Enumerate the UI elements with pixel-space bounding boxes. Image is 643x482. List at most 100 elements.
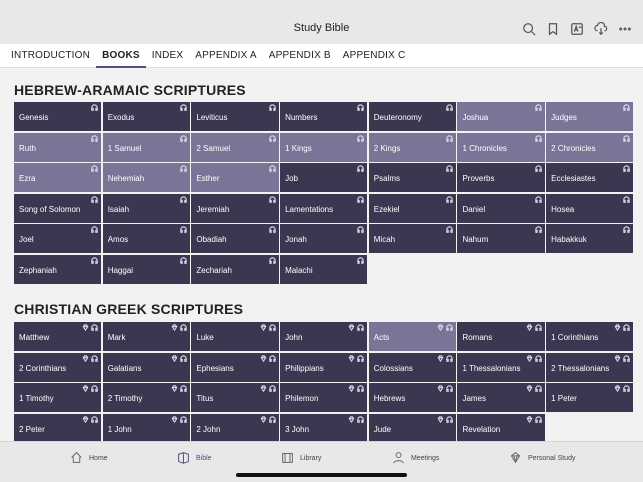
bookmark-icon[interactable]: [545, 21, 561, 37]
book-tile-micah[interactable]: Micah: [368, 224, 456, 253]
book-tile-matthew[interactable]: Matthew: [14, 322, 102, 351]
tab-appendix-c[interactable]: APPENDIX C: [342, 50, 406, 61]
book-tile-1-corinthians[interactable]: 1 Corinthians: [546, 322, 634, 351]
book-name: 1 Corinthians: [551, 333, 599, 342]
book-tile-esther[interactable]: Esther: [191, 163, 279, 192]
book-name: Job: [285, 174, 298, 183]
library-icon: [281, 451, 294, 466]
book-tile-1-chronicles[interactable]: 1 Chronicles: [457, 132, 545, 162]
book-tile-malachi[interactable]: Malachi: [280, 254, 368, 284]
book-tile-job[interactable]: Job: [280, 163, 368, 192]
book-tile-acts[interactable]: Acts: [368, 322, 456, 351]
book-tile-proverbs[interactable]: Proverbs: [457, 163, 545, 192]
audio-headphones-icon: [446, 134, 453, 144]
book-tile-2-thessalonians[interactable]: 2 Thessalonians: [546, 352, 634, 382]
audio-headphones-icon: [357, 104, 364, 113]
book-tile-1-john[interactable]: 1 John: [102, 413, 190, 443]
book-tile-jonah[interactable]: Jonah: [280, 224, 368, 253]
book-tile-1-peter[interactable]: 1 Peter: [546, 383, 634, 412]
audio-headphones-icon: [268, 354, 276, 364]
book-tile-hosea[interactable]: Hosea: [546, 193, 634, 223]
book-tile-haggai[interactable]: Haggai: [102, 254, 190, 284]
nav-bible[interactable]: Bible: [177, 451, 212, 466]
book-tile-amos[interactable]: Amos: [102, 224, 190, 253]
book-tile-1-thessalonians[interactable]: 1 Thessalonians: [457, 352, 545, 382]
book-tile-john[interactable]: John: [280, 322, 368, 351]
book-tile-2-samuel[interactable]: 2 Samuel: [191, 132, 279, 162]
book-tile-zephaniah[interactable]: Zephaniah: [14, 254, 102, 284]
book-name: Romans: [462, 333, 493, 342]
book-name: Malachi: [285, 265, 313, 275]
tab-books[interactable]: BOOKS: [96, 44, 146, 68]
book-tile-2-chronicles[interactable]: 2 Chronicles: [546, 132, 634, 162]
study-gem-icon: [260, 415, 267, 425]
tab-introduction[interactable]: INTRODUCTION: [11, 50, 91, 61]
book-tile-ruth[interactable]: Ruth: [14, 132, 102, 162]
book-tile-2-peter[interactable]: 2 Peter: [14, 413, 102, 443]
tab-appendix-b[interactable]: APPENDIX B: [268, 50, 331, 61]
book-name: Ecclesiastes: [551, 174, 596, 183]
book-tile-jude[interactable]: Jude: [368, 413, 456, 443]
book-tile-philemon[interactable]: Philemon: [280, 383, 368, 412]
book-tile-judges[interactable]: Judges: [546, 102, 634, 131]
book-tile-1-kings[interactable]: 1 Kings: [280, 132, 368, 162]
book-tile-mark[interactable]: Mark: [102, 322, 190, 351]
book-name: Exodus: [107, 113, 135, 122]
book-tile-ephesians[interactable]: Ephesians: [191, 352, 279, 382]
book-name: Judges: [551, 113, 577, 122]
book-tile-romans[interactable]: Romans: [457, 322, 545, 351]
book-tile-3-john[interactable]: 3 John: [280, 413, 368, 443]
book-tile-2-kings[interactable]: 2 Kings: [368, 132, 456, 162]
nav-home[interactable]: Home: [70, 451, 108, 466]
book-tile-titus[interactable]: Titus: [191, 383, 279, 412]
book-tile-psalms[interactable]: Psalms: [368, 163, 456, 192]
book-tile-joshua[interactable]: Joshua: [457, 102, 545, 131]
book-tile-philippians[interactable]: Philippians: [280, 352, 368, 382]
book-tile-leviticus[interactable]: Leviticus: [191, 102, 279, 131]
study-gem-icon: [526, 354, 533, 364]
book-tile-luke[interactable]: Luke: [191, 322, 279, 351]
hebrew-section-title: HEBREW-ARAMAIC SCRIPTURES: [14, 82, 246, 98]
nav-library[interactable]: Library: [281, 451, 321, 466]
book-tile-nahum[interactable]: Nahum: [457, 224, 545, 253]
book-tile-isaiah[interactable]: Isaiah: [102, 193, 190, 223]
search-icon[interactable]: [521, 21, 537, 37]
book-tile-1-samuel[interactable]: 1 Samuel: [102, 132, 190, 162]
book-name: Philemon: [285, 394, 319, 403]
book-tile-numbers[interactable]: Numbers: [280, 102, 368, 131]
book-tile-james[interactable]: James: [457, 383, 545, 412]
nav-personal-study[interactable]: Personal Study: [509, 451, 575, 466]
book-tile-1-timothy[interactable]: 1 Timothy: [14, 383, 102, 412]
tab-appendix-a[interactable]: APPENDIX A: [195, 50, 257, 61]
book-tile-genesis[interactable]: Genesis: [14, 102, 102, 131]
book-tile-2-corinthians[interactable]: 2 Corinthians: [14, 352, 102, 382]
book-tile-revelation[interactable]: Revelation: [457, 413, 545, 443]
book-tile-song-of-solomon[interactable]: Song of Solomon: [14, 193, 102, 223]
book-indicators: [171, 415, 187, 425]
book-tile-galatians[interactable]: Galatians: [102, 352, 190, 382]
download-cloud-icon[interactable]: [593, 21, 609, 37]
book-tile-colossians[interactable]: Colossians: [368, 352, 456, 382]
book-tile-joel[interactable]: Joel: [14, 224, 102, 253]
book-tile-lamentations[interactable]: Lamentations: [280, 193, 368, 223]
language-icon[interactable]: [569, 21, 585, 37]
book-tile-nehemiah[interactable]: Nehemiah: [102, 163, 190, 192]
book-tile-zechariah[interactable]: Zechariah: [191, 254, 279, 284]
home-icon: [70, 451, 83, 466]
book-tile-2-timothy[interactable]: 2 Timothy: [102, 383, 190, 412]
book-tile-2-john[interactable]: 2 John: [191, 413, 279, 443]
book-tile-jeremiah[interactable]: Jeremiah: [191, 193, 279, 223]
book-tile-ecclesiastes[interactable]: Ecclesiastes: [546, 163, 634, 192]
book-tile-deuteronomy[interactable]: Deuteronomy: [368, 102, 456, 131]
book-tile-hebrews[interactable]: Hebrews: [368, 383, 456, 412]
book-tile-habakkuk[interactable]: Habakkuk: [546, 224, 634, 253]
book-tile-daniel[interactable]: Daniel: [457, 193, 545, 223]
tab-index[interactable]: INDEX: [151, 50, 184, 61]
nav-meetings[interactable]: Meetings: [392, 451, 439, 466]
book-tile-ezra[interactable]: Ezra: [14, 163, 102, 192]
book-tile-obadiah[interactable]: Obadiah: [191, 224, 279, 253]
book-tile-ezekiel[interactable]: Ezekiel: [368, 193, 456, 223]
book-name: Matthew: [19, 333, 50, 342]
book-tile-exodus[interactable]: Exodus: [102, 102, 190, 131]
more-icon[interactable]: [617, 21, 633, 37]
